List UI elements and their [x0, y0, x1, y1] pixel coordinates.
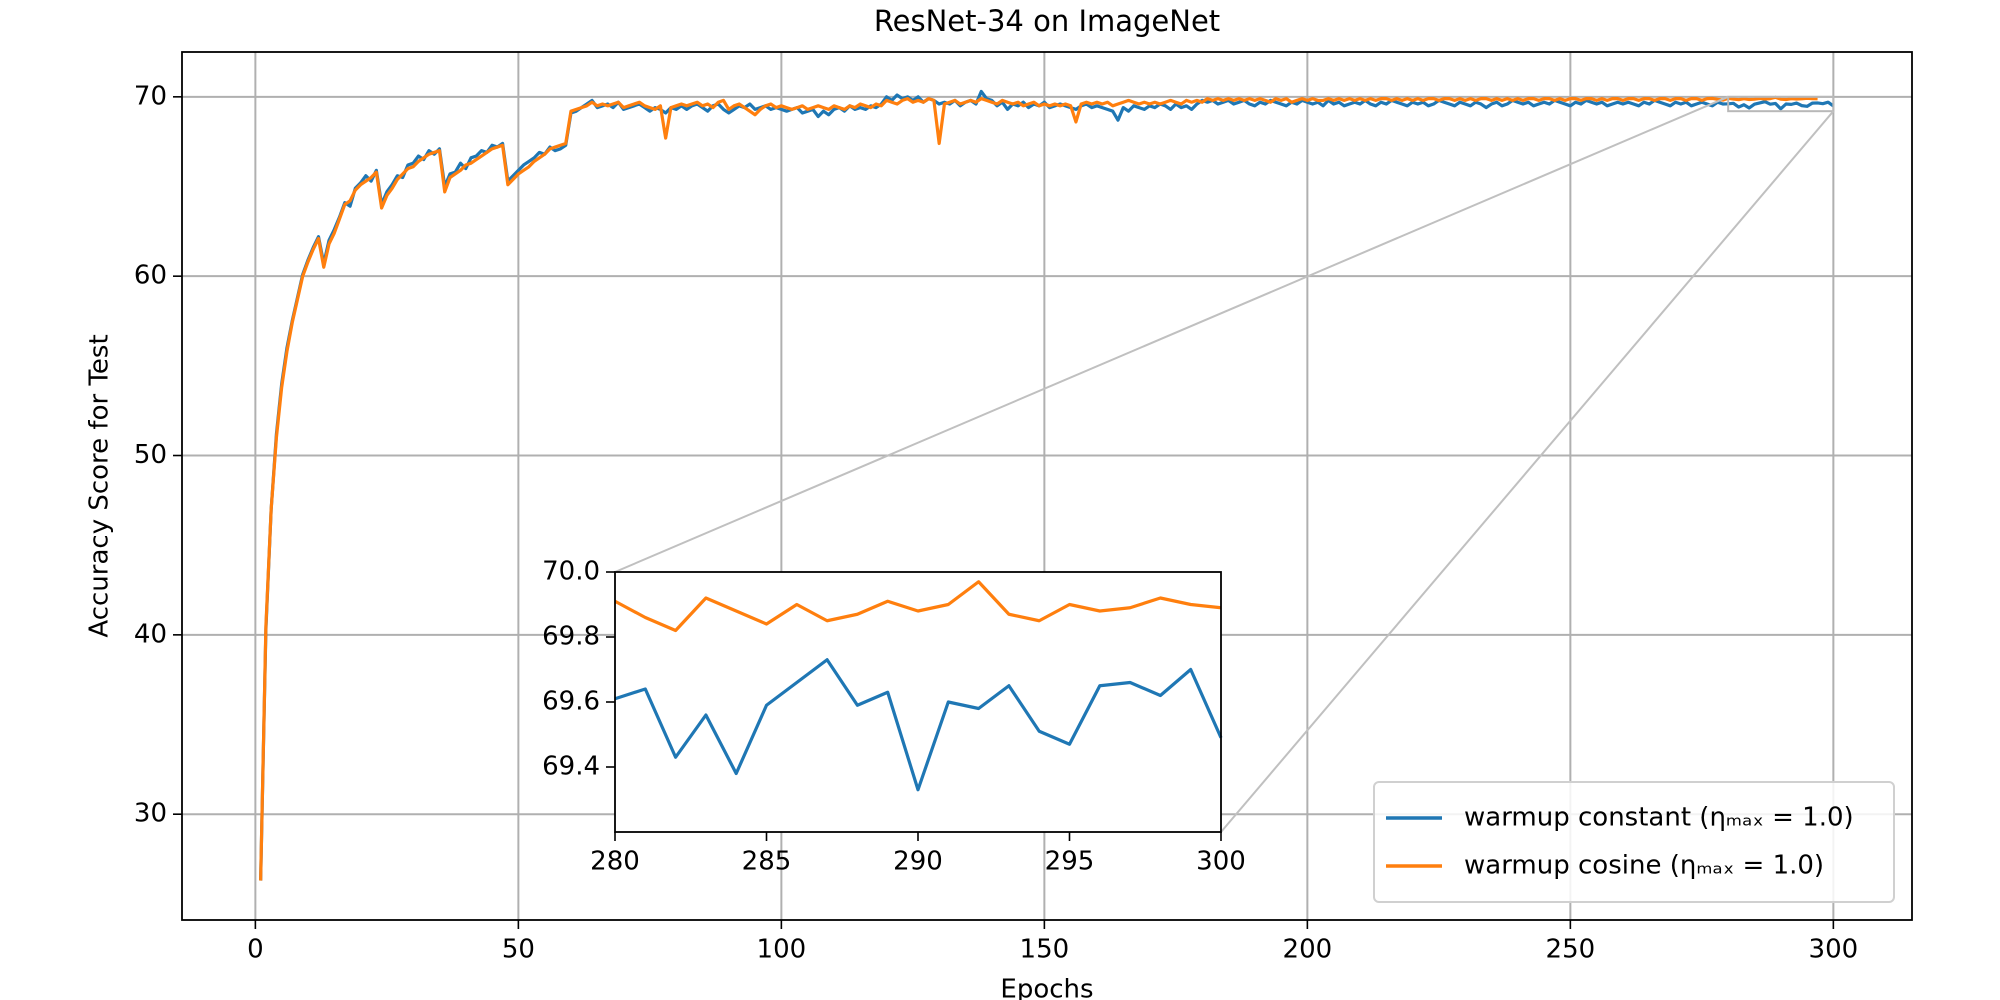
x-tick-label: 0 — [247, 935, 264, 965]
series-line — [614, 658, 1223, 792]
x-tick-label: 290 — [893, 847, 943, 877]
y-axis-label: Accuracy Score for Test — [85, 334, 115, 637]
zoom-connector — [1220, 110, 1835, 833]
axes-frame — [614, 571, 1222, 833]
y-tick-label: 40 — [134, 619, 167, 649]
legend-label: warmup constant (ηₘₐₓ = 1.0) — [1464, 803, 1854, 833]
y-tick-label: 50 — [134, 440, 167, 470]
y-tick-label: 30 — [134, 799, 167, 829]
y-tick-label: 69.8 — [542, 622, 600, 652]
y-tick-label: 60 — [134, 261, 167, 291]
chart-title: ResNet-34 on ImageNet — [874, 4, 1220, 38]
x-tick-label: 250 — [1546, 935, 1596, 965]
legend-box — [1373, 781, 1895, 903]
x-tick-label: 285 — [742, 847, 792, 877]
y-tick-label: 70 — [134, 81, 167, 111]
x-tick-label: 200 — [1283, 935, 1333, 965]
series-line — [259, 95, 1818, 881]
y-tick-label: 69.6 — [542, 687, 600, 717]
x-tick-label: 280 — [590, 847, 640, 877]
zoom-connector — [614, 95, 1729, 573]
x-tick-label: 100 — [757, 935, 807, 965]
x-axis-label: Epochs — [1000, 975, 1093, 1000]
legend-label: warmup cosine (ηₘₐₓ = 1.0) — [1464, 851, 1824, 881]
x-tick-label: 150 — [1020, 935, 1070, 965]
y-tick-label: 70.0 — [542, 557, 600, 587]
x-tick-label: 300 — [1809, 935, 1859, 965]
axes-frame — [181, 51, 1913, 921]
x-tick-label: 50 — [502, 935, 535, 965]
y-tick-label: 69.4 — [542, 752, 600, 782]
x-tick-label: 300 — [1196, 847, 1246, 877]
series-line — [614, 580, 1222, 633]
zoom-box — [1727, 95, 1835, 113]
x-tick-label: 295 — [1045, 847, 1095, 877]
